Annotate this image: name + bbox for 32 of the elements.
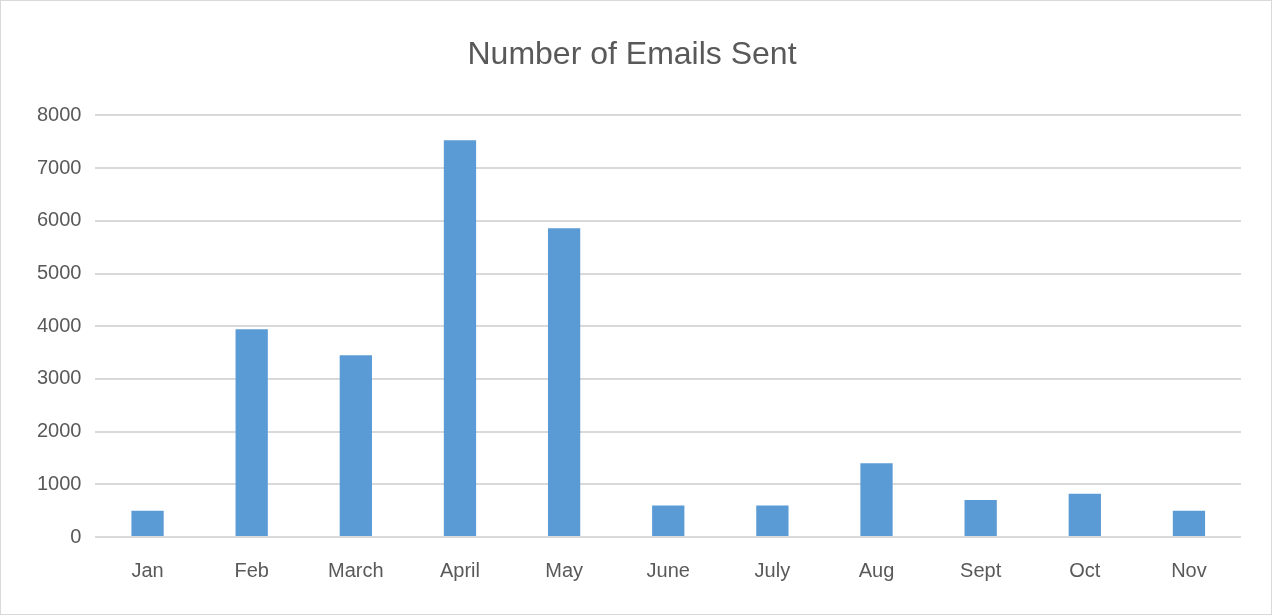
bar <box>339 355 372 536</box>
x-tick-label: Aug <box>858 558 895 581</box>
bar <box>131 510 164 536</box>
y-tick-label: 6000 <box>36 208 82 231</box>
y-tick-label: 2000 <box>36 419 82 442</box>
x-tick-label: April <box>439 558 480 581</box>
x-tick-label: Jan <box>131 558 164 581</box>
bar <box>443 140 477 536</box>
bar <box>1068 493 1101 536</box>
bar <box>1172 510 1206 536</box>
bar <box>756 505 789 536</box>
x-tick-label: July <box>754 558 791 581</box>
y-tick-label: 0 <box>70 524 82 547</box>
x-tick-label: May <box>545 558 584 581</box>
bar <box>547 228 581 536</box>
y-tick-label: 1000 <box>36 471 82 494</box>
bar <box>860 463 893 536</box>
x-tick-label: Oct <box>1069 558 1101 581</box>
y-tick-label: 4000 <box>36 313 82 336</box>
y-tick-label: 8000 <box>36 102 82 125</box>
x-tick-label: Feb <box>234 558 269 581</box>
x-tick-label: Sept <box>960 558 1002 581</box>
bar <box>964 500 997 536</box>
y-tick-label: 7000 <box>36 155 82 178</box>
y-tick-label: 3000 <box>36 366 82 389</box>
bar <box>652 505 685 536</box>
chart-title: Number of Emails Sent <box>467 35 797 72</box>
x-tick-label: June <box>646 558 690 581</box>
y-tick-label: 5000 <box>36 261 82 284</box>
x-tick-label: March <box>328 558 384 581</box>
x-tick-label: Nov <box>1171 558 1207 581</box>
bar <box>235 329 268 536</box>
